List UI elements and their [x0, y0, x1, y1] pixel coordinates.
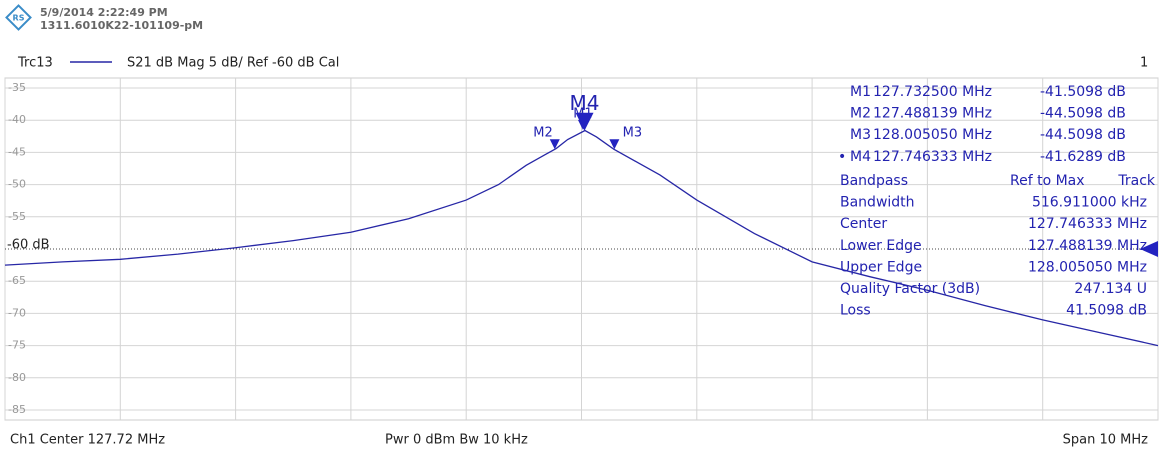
- bandpass-cell: 247.134 U: [1074, 281, 1147, 297]
- bandpass-cell: Lower Edge: [840, 238, 922, 254]
- marker-table-x: 128.005050 MHz: [873, 127, 992, 143]
- marker-table-name: M2: [850, 106, 871, 122]
- y-tick-label: -45: [8, 145, 26, 158]
- marker-table-y: -41.6289 dB: [1040, 149, 1126, 165]
- footer-power: Pwr 0 dBm Bw 10 kHz: [385, 433, 528, 448]
- bandpass-cell: 127.746333 MHz: [1028, 216, 1147, 232]
- reference-arrow: [1140, 241, 1158, 257]
- reference-label: -60 dB: [7, 238, 50, 253]
- y-tick-label: -50: [8, 178, 26, 191]
- footer-span: Span 10 MHz: [1063, 433, 1149, 448]
- bandpass-cell: Upper Edge: [840, 259, 922, 275]
- marker-table-y: -44.5098 dB: [1040, 127, 1126, 143]
- y-tick-label: -85: [8, 403, 26, 416]
- y-tick-label: -75: [8, 339, 26, 352]
- marker-table-x: 127.488139 MHz: [873, 106, 992, 122]
- bandpass-cell: Ref to Max: [1010, 173, 1085, 189]
- marker-label: M3: [623, 126, 643, 141]
- active-marker-bullet: •: [838, 149, 846, 165]
- device: 1311.6010K22-101109-pM: [40, 19, 203, 32]
- bandpass-cell: Quality Factor (3dB): [840, 281, 980, 297]
- y-tick-label: -70: [8, 306, 26, 319]
- marker-table-x: 127.732500 MHz: [873, 84, 992, 100]
- marker-label: M2: [533, 126, 553, 141]
- marker-triangle: [549, 139, 560, 150]
- bandpass-cell: 41.5098 dB: [1066, 303, 1147, 319]
- marker-table-name: M4: [850, 149, 871, 165]
- y-tick-label: -40: [8, 113, 26, 126]
- logo-diamond: [5, 4, 32, 31]
- marker-table-x: 127.746333 MHz: [873, 149, 992, 165]
- y-tick-label: -80: [8, 371, 26, 384]
- logo-letters: RS: [13, 14, 25, 23]
- trace-name: Trc13: [17, 56, 53, 71]
- footer-center: Ch1 Center 127.72 MHz: [10, 433, 165, 448]
- trace-settings: S21 dB Mag 5 dB/ Ref -60 dB Cal: [127, 56, 339, 71]
- bandpass-cell: Bandpass: [840, 173, 908, 189]
- marker-label: M4: [570, 91, 600, 115]
- trace: [4, 129, 1159, 347]
- bandpass-cell: Loss: [840, 303, 871, 319]
- marker-table-name: M1: [850, 84, 871, 100]
- bandpass-cell: 127.488139 MHz: [1028, 238, 1147, 254]
- marker-triangle: [609, 139, 620, 150]
- y-tick-label: -35: [8, 81, 26, 94]
- bandpass-cell: Track: [1117, 173, 1156, 189]
- marker-table-y: -41.5098 dB: [1040, 84, 1126, 100]
- marker-triangle: [575, 112, 594, 131]
- y-tick-label: -55: [8, 210, 26, 223]
- y-tick-label: -65: [8, 274, 26, 287]
- bandpass-cell: 128.005050 MHz: [1028, 259, 1147, 275]
- marker-table-y: -44.5098 dB: [1040, 106, 1126, 122]
- logo: RS: [5, 4, 32, 31]
- bandpass-cell: Bandwidth: [840, 195, 915, 211]
- bandpass-cell: Center: [840, 216, 887, 232]
- date: 5/9/2014 2:22:49 PM: [40, 6, 168, 19]
- marker-table-name: M3: [850, 127, 871, 143]
- channel-number: 1: [1140, 56, 1148, 71]
- bandpass-cell: 516.911000 kHz: [1032, 195, 1147, 211]
